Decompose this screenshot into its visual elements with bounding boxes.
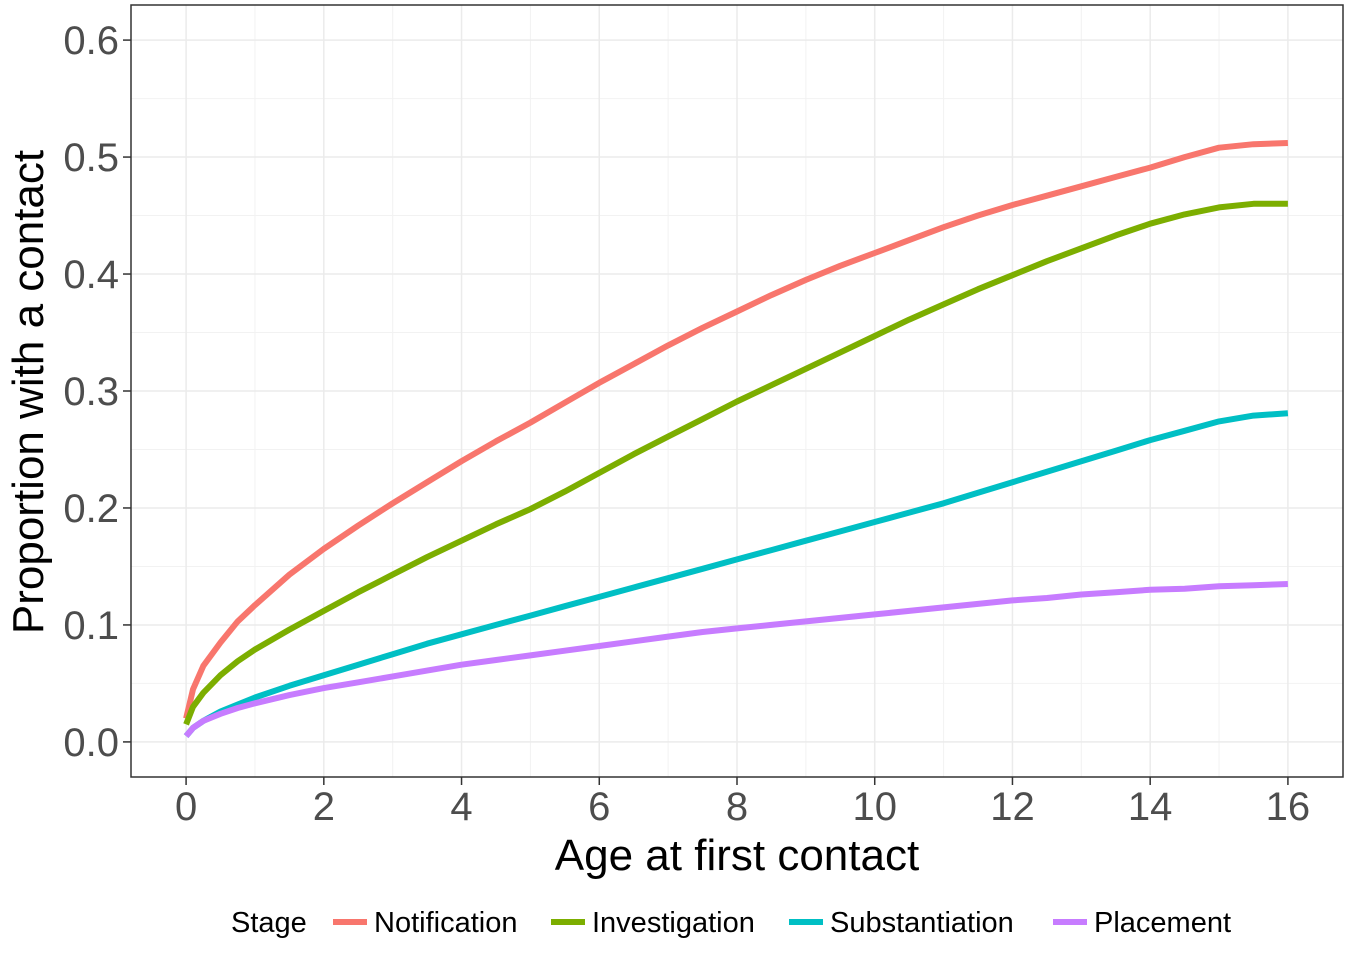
- legend-label-placement: Placement: [1094, 907, 1231, 939]
- legend-label-investigation: Investigation: [592, 907, 755, 939]
- x-tick-label: 8: [726, 785, 748, 829]
- x-tick-label: 14: [1128, 785, 1173, 829]
- series-line-placement: [183, 581, 1289, 739]
- y-axis-title: Proportion with a contact: [4, 150, 53, 634]
- x-tick-label: 12: [990, 785, 1035, 829]
- x-tick-label: 6: [588, 785, 610, 829]
- y-axis: 0.0 0.1 0.2 0.3 0.4 0.5 0.6: [63, 19, 131, 765]
- y-tick-label: 0.0: [63, 721, 119, 765]
- x-axis-title: Age at first contact: [555, 831, 919, 880]
- legend-title: Stage: [231, 907, 307, 939]
- x-axis: 0 2 4 6 8 10 12 14 16: [175, 777, 1310, 829]
- x-tick-label: 10: [852, 785, 897, 829]
- series-line-substantiation: [183, 410, 1289, 739]
- y-tick-label: 0.2: [63, 487, 119, 531]
- x-tick-label: 16: [1266, 785, 1311, 829]
- series-line-investigation: [183, 200, 1288, 726]
- series-line-notification: [183, 140, 1289, 720]
- x-tick-label: 0: [175, 785, 197, 829]
- series-lines: [183, 140, 1289, 739]
- x-tick-label: 2: [313, 785, 335, 829]
- y-tick-label: 0.1: [63, 604, 119, 648]
- legend: Stage Notification Investigation Substanti…: [231, 907, 1231, 939]
- grid-major: [131, 5, 1343, 777]
- x-tick-label: 4: [450, 785, 472, 829]
- y-tick-label: 0.5: [63, 136, 119, 180]
- y-tick-label: 0.6: [63, 19, 119, 63]
- legend-label-notification: Notification: [374, 907, 517, 939]
- y-tick-label: 0.4: [63, 253, 119, 297]
- y-tick-label: 0.3: [63, 370, 119, 414]
- legend-label-substantiation: Substantiation: [830, 907, 1014, 939]
